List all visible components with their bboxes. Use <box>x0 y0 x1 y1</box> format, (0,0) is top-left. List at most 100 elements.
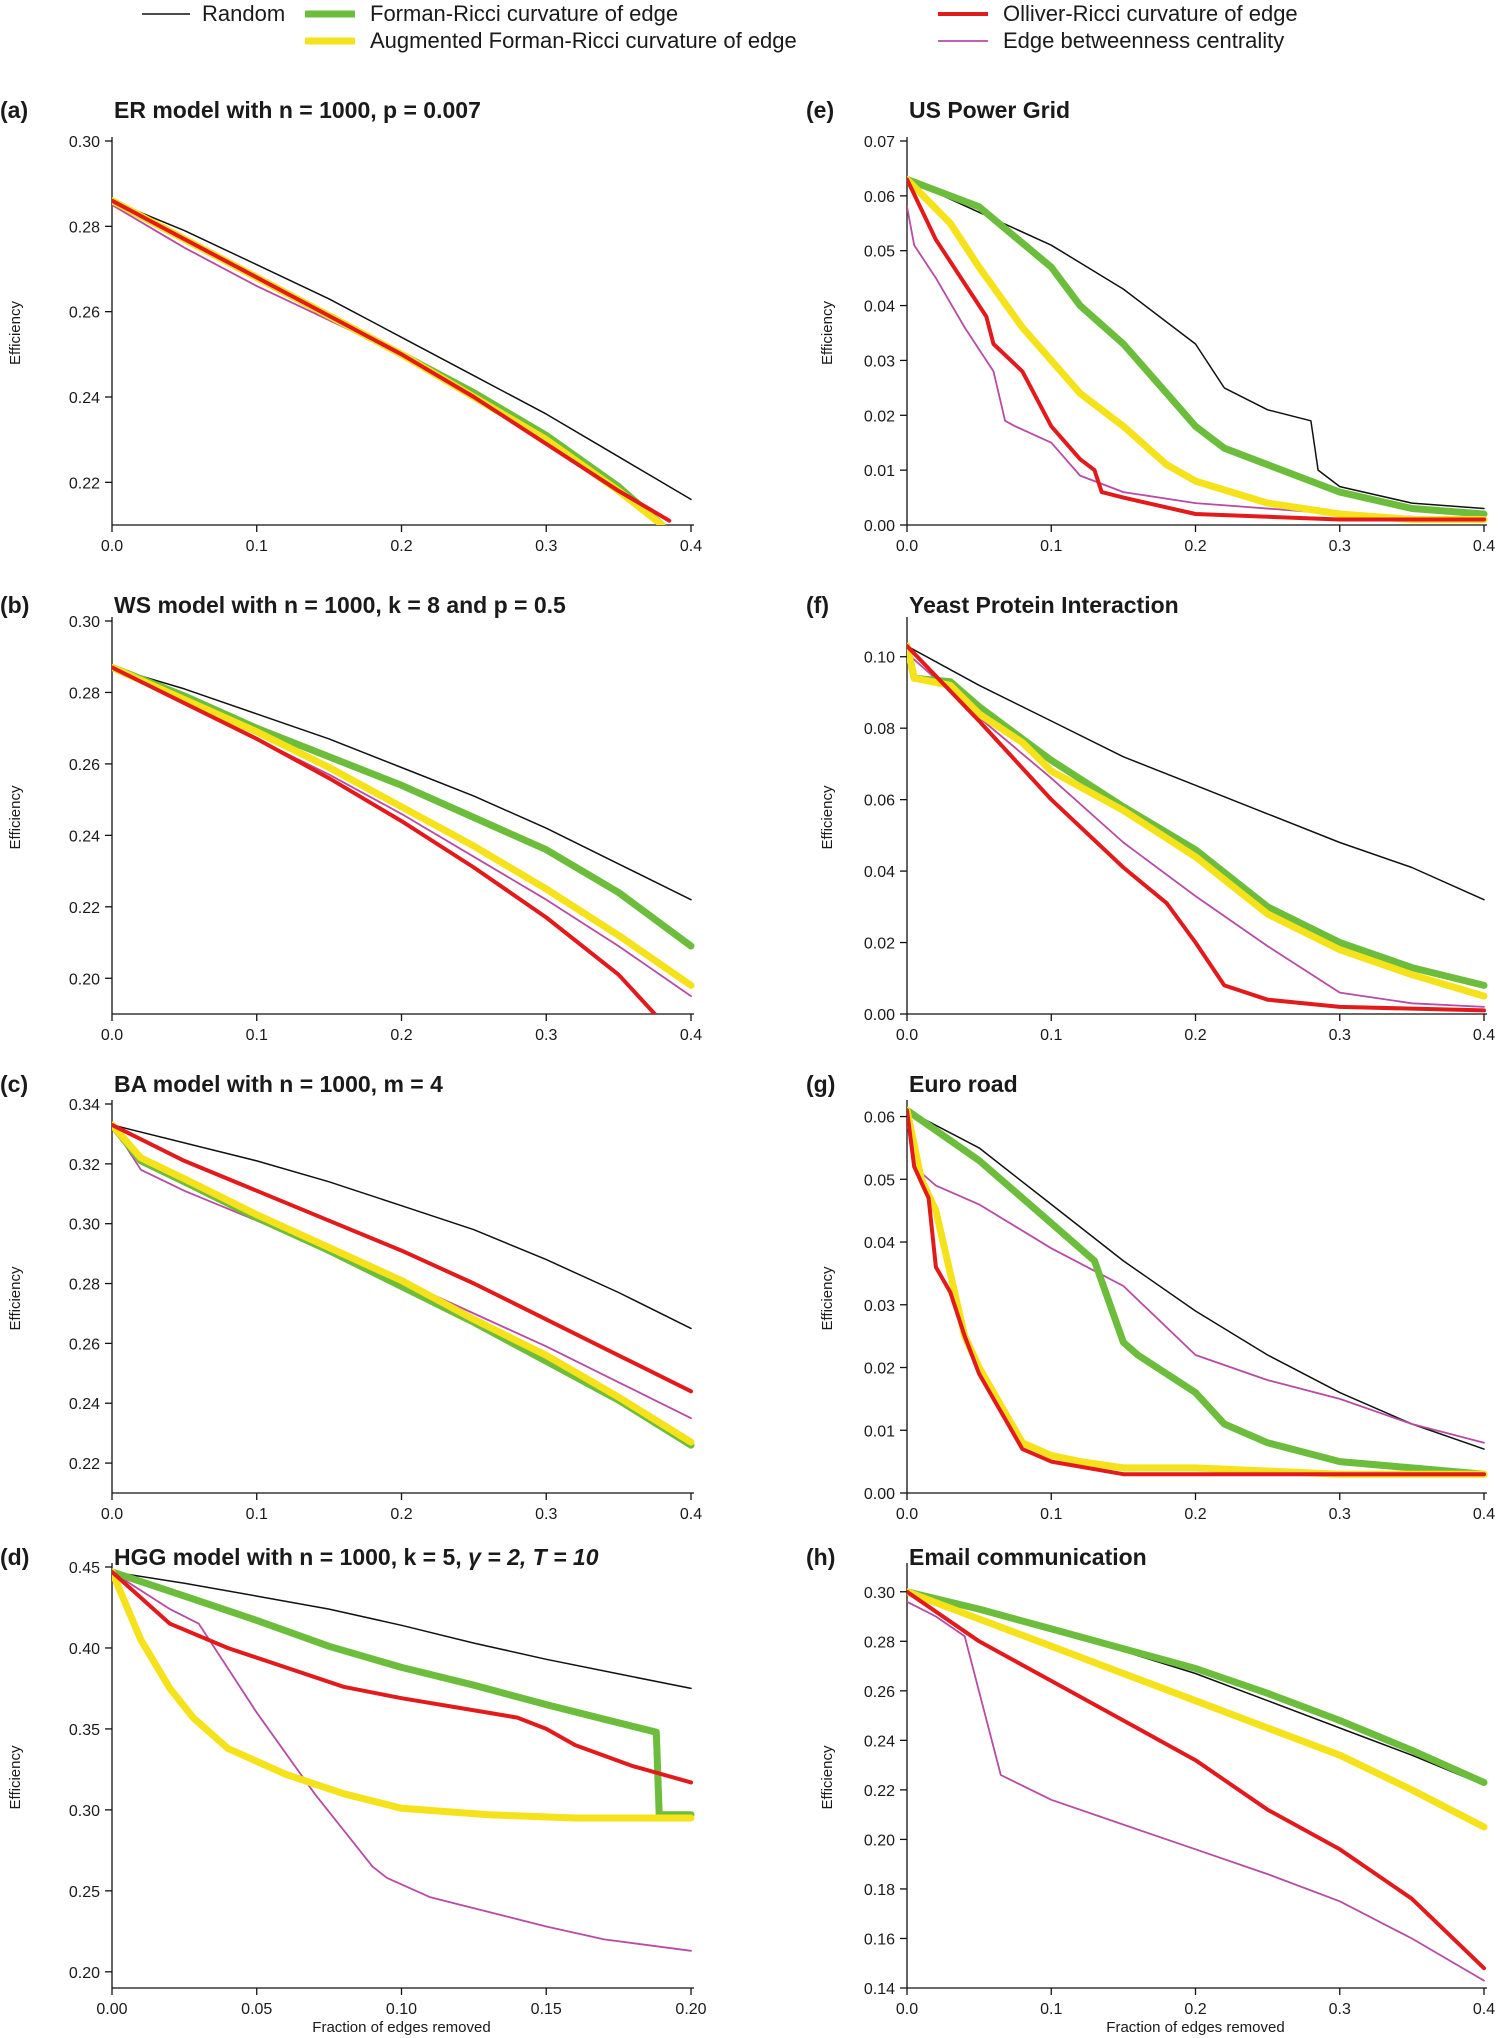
series-line-olliver-ricci-curvature-of-edge <box>112 1122 693 1394</box>
series-line-augmented-forman-ricci-curvature-of-edge <box>112 1121 695 1446</box>
y-tick-label: 0.24 <box>69 1396 100 1413</box>
series-line-edge-betweenness-centrality <box>907 652 1485 1008</box>
legend: Random Forman-Ricci curvature of edgeAugm… <box>142 1 1298 53</box>
legend-label: Augmented Forman-Ricci curvature of edge <box>370 28 797 53</box>
series-line-augmented-forman-ricci-curvature-of-edge <box>907 175 1488 523</box>
series-line-olliver-ricci-curvature-of-edge <box>907 177 1486 522</box>
y-tick-label: 0.04 <box>864 299 895 316</box>
y-tick-label: 0.14 <box>864 1981 895 1998</box>
y-tick-label: 0.00 <box>864 518 895 535</box>
series-group <box>907 175 1488 523</box>
panel-title-text: US Power Grid <box>909 97 1070 123</box>
series-line-olliver-ricci-curvature-of-edge <box>112 665 657 1014</box>
y-tick-label: 0.30 <box>864 1585 895 1602</box>
panel-h: (h) Email communication 0.14 0.16 0.18 0.20 0.… <box>806 1544 1495 2036</box>
x-tick-label: 0.1 <box>246 1506 268 1523</box>
legend-item-olliver-ricci-curvature-of-edge: Olliver-Ricci curvature of edge <box>938 1 1298 26</box>
y-tick-label: 0.26 <box>69 757 100 774</box>
x-tick-label: 0.2 <box>1184 538 1206 555</box>
y-tick-label: 0.26 <box>864 1684 895 1701</box>
series-line-olliver-ricci-curvature-of-edge <box>112 1569 693 1785</box>
y-tick-label: 0.01 <box>864 463 895 480</box>
x-tick-label: 0.3 <box>535 538 557 555</box>
x-tick-label: 0.1 <box>1040 538 1062 555</box>
y-tick-label: 0.45 <box>69 1560 100 1577</box>
series-line-augmented-forman-ricci-curvature-of-edge <box>112 197 666 525</box>
y-tick-label: 0.10 <box>864 650 895 667</box>
x-tick-label: 0.2 <box>390 1506 412 1523</box>
x-tick-label: 0.0 <box>101 1027 123 1044</box>
x-tick-label: 0.05 <box>241 2001 272 2018</box>
panel-g: (g) Euro road 0.00 0.01 0.02 0.03 0.04 0.05 0.06… <box>806 1071 1495 1523</box>
y-axis-label: Efficiency <box>7 301 24 365</box>
panel-f: (f) Yeast Protein Interaction 0.00 0.02 0.04… <box>806 592 1495 1044</box>
y-tick-label: 0.30 <box>69 1217 100 1234</box>
x-tick-label: 0.20 <box>675 2001 706 2018</box>
panel-a: (a) ER model with n = 1000, p = 0.007 0.22… <box>0 97 702 555</box>
panel-title-text: Email communication <box>909 1544 1147 1570</box>
panel-letter: (b) <box>0 592 29 618</box>
panel-title: (b) WS model with n = 1000, k = 8 and p =… <box>0 592 566 618</box>
y-tick-label: 0.04 <box>864 864 895 881</box>
x-tick-label: 0.3 <box>1329 1506 1351 1523</box>
legend-item-forman-ricci-curvature-of-edge: Forman-Ricci curvature of edge <box>305 1 678 26</box>
y-tick-label: 0.01 <box>864 1423 895 1440</box>
x-tick-label: 0.4 <box>680 538 702 555</box>
series-line-edge-betweenness-centrality <box>907 205 1485 521</box>
series-line-forman-ricci-curvature-of-edge <box>112 1568 695 1819</box>
x-tick-label: 0.2 <box>1184 2001 1206 2018</box>
x-tick-label: 0.1 <box>1040 2001 1062 2018</box>
y-tick-label: 0.05 <box>864 244 895 261</box>
x-tick-label: 0.00 <box>96 2001 127 2018</box>
panel-letter: (d) <box>0 1544 29 1570</box>
y-tick-label: 0.20 <box>69 1965 100 1982</box>
panel-title: (c) BA model with n = 1000, m = 4 <box>0 1071 443 1097</box>
series-line-augmented-forman-ricci-curvature-of-edge <box>112 1568 695 1822</box>
panel-letter: (h) <box>806 1544 835 1570</box>
y-tick-label: 0.28 <box>69 219 100 236</box>
panel-title: (e) US Power Grid <box>806 97 1070 123</box>
y-tick-label: 0.22 <box>69 900 100 917</box>
x-tick-label: 0.4 <box>680 1027 702 1044</box>
series-line-edge-betweenness-centrality <box>907 1600 1485 1982</box>
series-line-random <box>112 1124 692 1330</box>
x-tick-label: 0.0 <box>896 538 918 555</box>
legend-item-augmented-forman-ricci-curvature-of-edge: Augmented Forman-Ricci curvature of edge <box>305 28 797 53</box>
panel-title-italic: γ = 2, T = 10 <box>468 1544 599 1570</box>
x-tick-label: 0.15 <box>531 2001 562 2018</box>
x-tick-label: 0.3 <box>1329 2001 1351 2018</box>
series-line-random <box>112 666 692 901</box>
x-tick-label: 0.2 <box>1184 1506 1206 1523</box>
series-group <box>112 1568 695 1952</box>
series-line-olliver-ricci-curvature-of-edge <box>112 198 672 523</box>
x-tick-label: 0.0 <box>896 1027 918 1044</box>
x-tick-label: 0.4 <box>1473 538 1495 555</box>
series-line-forman-ricci-curvature-of-edge <box>907 642 1488 989</box>
panel-title-text: BA model with n = 1000, m = 4 <box>114 1071 443 1097</box>
panel-title: (a) ER model with n = 1000, p = 0.007 <box>0 97 481 123</box>
panel-b: (b) WS model with n = 1000, k = 8 and p =… <box>0 592 702 1044</box>
panel-title: (d) HGG model with n = 1000, k = 5, γ = 2… <box>0 1544 599 1570</box>
y-tick-label: 0.30 <box>69 134 100 151</box>
y-tick-label: 0.16 <box>864 1931 895 1948</box>
y-axis-label: Efficiency <box>819 1745 836 1809</box>
series-line-forman-ricci-curvature-of-edge <box>907 175 1488 518</box>
y-tick-label: 0.06 <box>864 1110 895 1127</box>
y-tick-label: 0.35 <box>69 1722 100 1739</box>
legend-label: Olliver-Ricci curvature of edge <box>1003 1 1298 26</box>
panels: (a) ER model with n = 1000, p = 0.007 0.22… <box>0 97 1495 2036</box>
panel-d: (d) HGG model with n = 1000, k = 5, γ = 2… <box>0 1544 707 2036</box>
panel-letter: (g) <box>806 1071 835 1097</box>
y-tick-label: 0.34 <box>69 1097 100 1114</box>
panel-letter: (f) <box>806 592 829 618</box>
x-tick-label: 0.3 <box>535 1506 557 1523</box>
series-line-augmented-forman-ricci-curvature-of-edge <box>907 1588 1488 1831</box>
series-group <box>907 1588 1488 1982</box>
y-tick-label: 0.04 <box>864 1235 895 1252</box>
y-tick-label: 0.22 <box>69 1456 100 1473</box>
y-tick-label: 0.25 <box>69 1884 100 1901</box>
series-line-forman-ricci-curvature-of-edge <box>907 1588 1488 1786</box>
x-tick-label: 0.1 <box>246 538 268 555</box>
series-line-augmented-forman-ricci-curvature-of-edge <box>112 663 695 989</box>
panel-title-text: Euro road <box>909 1071 1018 1097</box>
